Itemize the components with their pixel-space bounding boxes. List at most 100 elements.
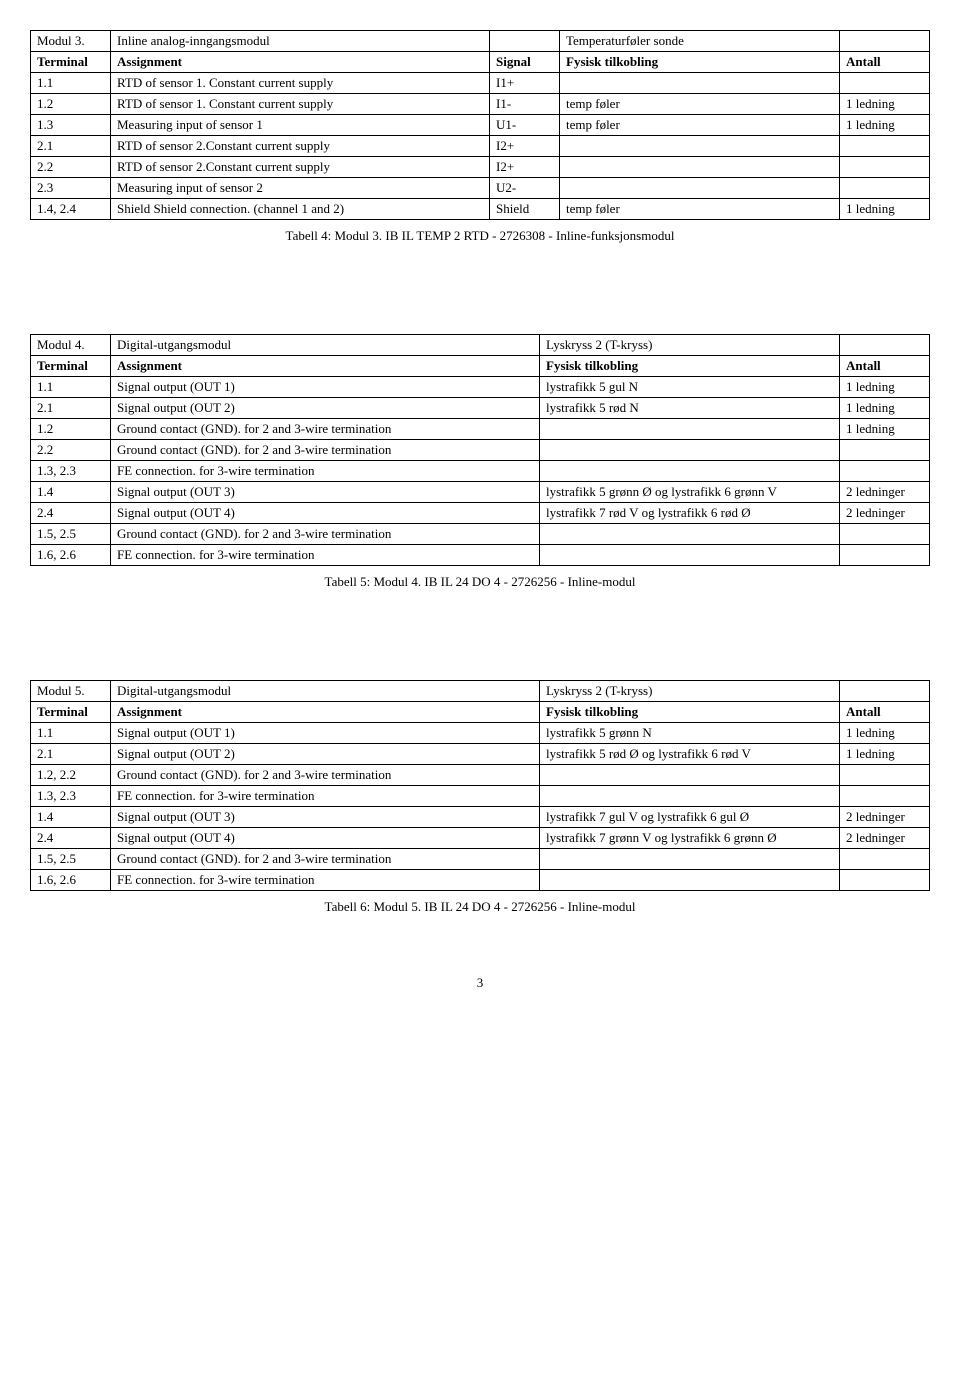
cell [840,849,930,870]
cell: Signal output (OUT 4) [111,828,540,849]
cell: 1.6, 2.6 [31,870,111,891]
table-row: 1.1Signal output (OUT 1)lystrafikk 5 grø… [31,723,930,744]
cell: 2 ledninger [840,807,930,828]
cell [840,765,930,786]
cell: Signal output (OUT 2) [111,744,540,765]
cell [540,524,840,545]
cell [840,440,930,461]
cell [560,178,840,199]
cell: Lyskryss 2 (T-kryss) [540,335,840,356]
cell: U1- [490,115,560,136]
cell [540,461,840,482]
cell [840,524,930,545]
table-row: 1.2, 2.2Ground contact (GND). for 2 and … [31,765,930,786]
col-header: Antall [840,356,930,377]
cell: 1.6, 2.6 [31,545,111,566]
table-row: 1.1Signal output (OUT 1)lystrafikk 5 gul… [31,377,930,398]
cell: Lyskryss 2 (T-kryss) [540,681,840,702]
cell: 2.1 [31,398,111,419]
col-header: Fysisk tilkobling [540,356,840,377]
cell [840,335,930,356]
cell [840,136,930,157]
cell: Shield Shield connection. (channel 1 and… [111,199,490,220]
cell: Modul 4. [31,335,111,356]
cell: I2+ [490,136,560,157]
table-row: 2.1Signal output (OUT 2)lystrafikk 5 rød… [31,398,930,419]
table-row: 2.1Signal output (OUT 2)lystrafikk 5 rød… [31,744,930,765]
module-5-title-row: Modul 5. Digital-utgangsmodul Lyskryss 2… [31,681,930,702]
cell: RTD of sensor 2.Constant current supply [111,136,490,157]
cell: Signal output (OUT 4) [111,503,540,524]
cell: 1 ledning [840,723,930,744]
table-row: 1.6, 2.6FE connection. for 3-wire termin… [31,545,930,566]
cell: Modul 5. [31,681,111,702]
cell: lystrafikk 7 gul V og lystrafikk 6 gul Ø [540,807,840,828]
table-row: 2.4Signal output (OUT 4)lystrafikk 7 grø… [31,828,930,849]
cell [560,157,840,178]
cell: lystrafikk 5 grønn N [540,723,840,744]
table-row: 1.3, 2.3FE connection. for 3-wire termin… [31,786,930,807]
cell: 2.1 [31,136,111,157]
col-header: Assignment [111,356,540,377]
cell: 2.2 [31,157,111,178]
cell [840,545,930,566]
col-header: Terminal [31,52,111,73]
table-3-caption: Tabell 4: Modul 3. IB IL TEMP 2 RTD - 27… [30,228,930,244]
cell: Signal output (OUT 1) [111,377,540,398]
cell: lystrafikk 5 rød N [540,398,840,419]
cell: U2- [490,178,560,199]
module-5-header-row: Terminal Assignment Fysisk tilkobling An… [31,702,930,723]
table-row: 2.2RTD of sensor 2.Constant current supp… [31,157,930,178]
cell: 2.3 [31,178,111,199]
col-header: Terminal [31,356,111,377]
cell [540,545,840,566]
cell [840,31,930,52]
cell: RTD of sensor 1. Constant current supply [111,73,490,94]
cell: Digital-utgangsmodul [111,335,540,356]
cell: lystrafikk 5 rød Ø og lystrafikk 6 rød V [540,744,840,765]
cell [560,136,840,157]
cell [840,870,930,891]
col-header: Antall [840,702,930,723]
table-row: 1.3Measuring input of sensor 1U1-temp fø… [31,115,930,136]
cell [540,440,840,461]
cell: I1- [490,94,560,115]
cell: Shield [490,199,560,220]
cell: Signal output (OUT 2) [111,398,540,419]
cell: FE connection. for 3-wire termination [111,786,540,807]
cell: 2.4 [31,828,111,849]
module-3-title-row: Modul 3. Inline analog-inngangsmodul Tem… [31,31,930,52]
cell: 1.2 [31,94,111,115]
cell: 2.1 [31,744,111,765]
cell [840,178,930,199]
table-row: 1.2RTD of sensor 1. Constant current sup… [31,94,930,115]
cell: lystrafikk 7 rød V og lystrafikk 6 rød Ø [540,503,840,524]
cell: Signal output (OUT 3) [111,807,540,828]
cell [840,461,930,482]
cell [560,73,840,94]
table-row: 1.2Ground contact (GND). for 2 and 3-wir… [31,419,930,440]
cell: 2.2 [31,440,111,461]
cell: Digital-utgangsmodul [111,681,540,702]
cell: I2+ [490,157,560,178]
module-3-table: Modul 3. Inline analog-inngangsmodul Tem… [30,30,930,220]
cell: 1.1 [31,377,111,398]
cell: 1.4 [31,807,111,828]
module-4-title-row: Modul 4. Digital-utgangsmodul Lyskryss 2… [31,335,930,356]
cell: 2 ledninger [840,482,930,503]
col-header: Fysisk tilkobling [540,702,840,723]
table-row: 2.3Measuring input of sensor 2U2- [31,178,930,199]
cell [840,786,930,807]
cell: 1.3, 2.3 [31,461,111,482]
cell: Modul 3. [31,31,111,52]
cell: 1.1 [31,723,111,744]
cell: Ground contact (GND). for 2 and 3-wire t… [111,765,540,786]
cell: 1.4 [31,482,111,503]
cell: 1 ledning [840,398,930,419]
cell [540,870,840,891]
module-3-header-row: Terminal Assignment Signal Fysisk tilkob… [31,52,930,73]
cell: 1.5, 2.5 [31,849,111,870]
module-5-table: Modul 5. Digital-utgangsmodul Lyskryss 2… [30,680,930,891]
cell: FE connection. for 3-wire termination [111,545,540,566]
cell: Measuring input of sensor 1 [111,115,490,136]
